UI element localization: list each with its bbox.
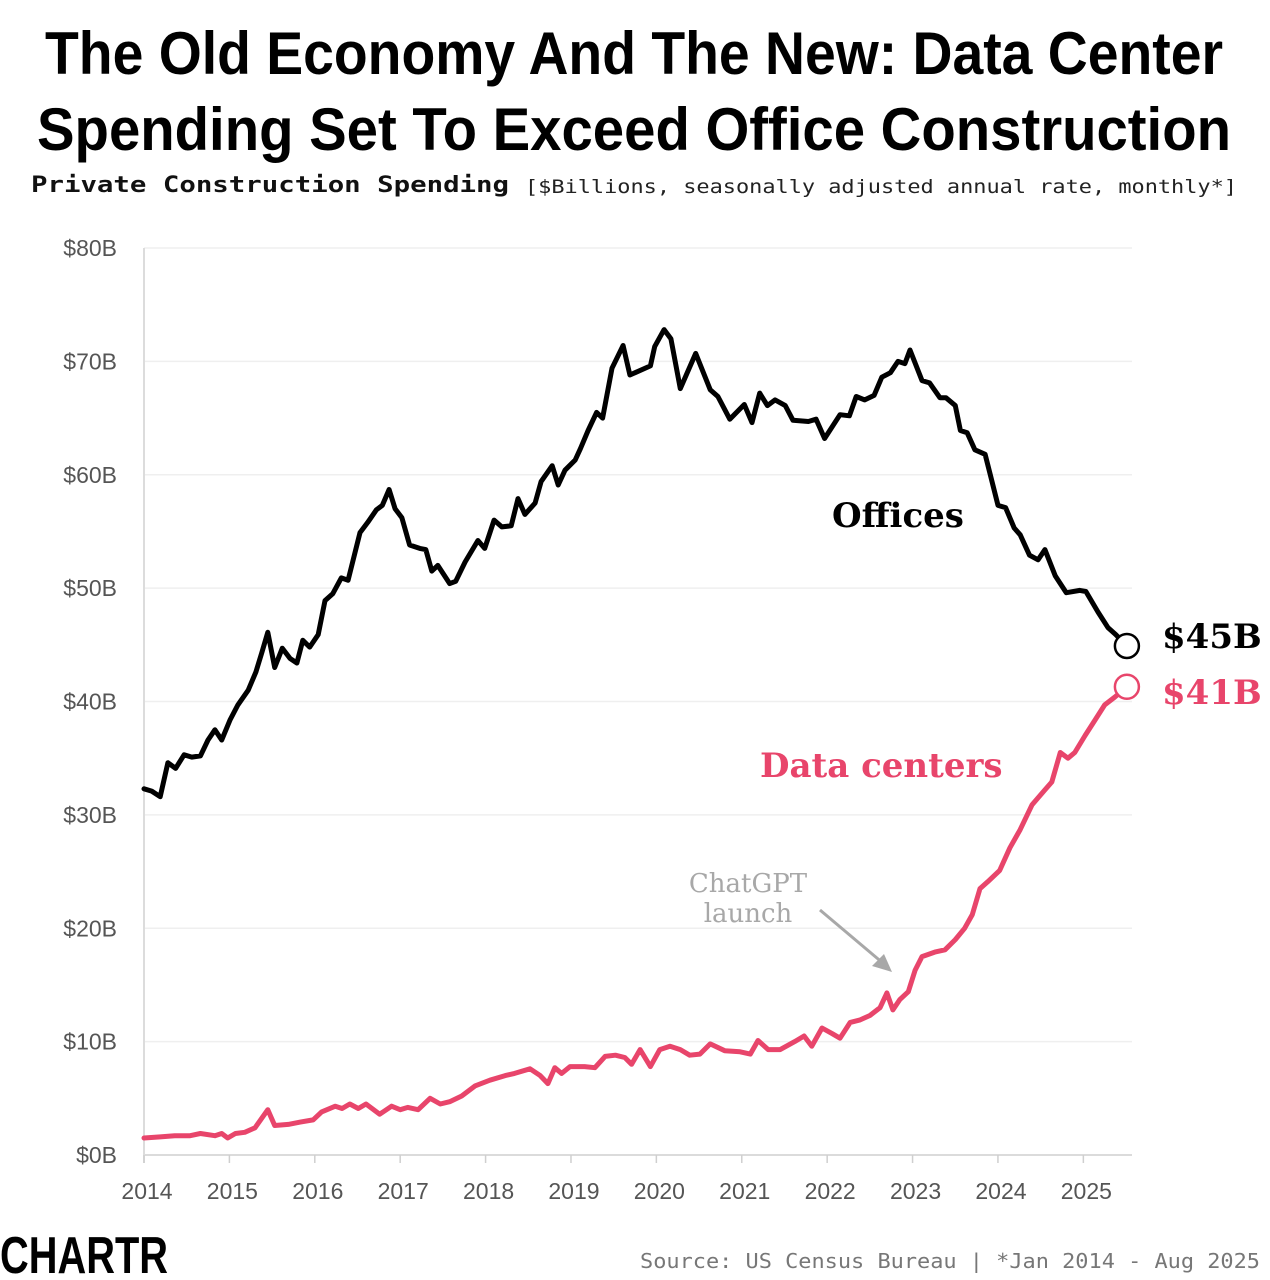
x-tick-label: 2018 — [463, 1178, 514, 1204]
source-note: Source: US Census Bureau | *Jan 2014 - A… — [640, 1249, 1260, 1273]
chart-title-line1: The Old Economy And The New: Data Center — [45, 20, 1223, 87]
chatgpt-arrow-icon — [819, 908, 892, 972]
y-tick-label: $50B — [63, 575, 117, 601]
y-axis: $0B $10B $20B $30B $40B $50B $60B $70B $80B — [63, 235, 145, 1168]
chart-subtitle: Private Construction Spending — [31, 173, 509, 198]
x-tick-label: 2023 — [890, 1178, 941, 1204]
offices-series-label: Offices — [832, 496, 964, 536]
y-tick-label: $10B — [63, 1029, 117, 1055]
y-tick-label: $0B — [76, 1142, 117, 1168]
x-tick-label: 2025 — [1061, 1178, 1112, 1204]
x-tick-label: 2014 — [121, 1178, 172, 1204]
y-tick-label: $20B — [63, 915, 117, 941]
data-centers-line — [141, 684, 1130, 1141]
x-tick-label: 2016 — [292, 1178, 343, 1204]
data-centers-end-value-label: $41B — [1162, 673, 1262, 713]
y-tick-label: $40B — [63, 689, 117, 715]
x-tick-label: 2024 — [975, 1178, 1026, 1204]
x-tick-label: 2015 — [207, 1178, 258, 1204]
x-tick-label: 2019 — [548, 1178, 599, 1204]
data-centers-series-label: Data centers — [760, 746, 1003, 786]
series-lines — [141, 327, 1141, 1141]
chart-title-line2: Spending Set To Exceed Office Constructi… — [37, 96, 1231, 163]
chatgpt-annotation-line1: ChatGPT — [689, 869, 808, 899]
chatgpt-annotation-line2: launch — [704, 899, 793, 929]
x-tick-label: 2020 — [634, 1178, 685, 1204]
offices-line — [141, 327, 1130, 800]
chartr-logo: CHARTR — [0, 1227, 168, 1280]
data-centers-end-marker — [1113, 673, 1141, 701]
y-tick-label: $80B — [63, 235, 117, 261]
offices-end-value-label: $45B — [1162, 617, 1262, 657]
gridlines — [144, 247, 1132, 1156]
y-tick-label: $70B — [63, 348, 117, 374]
offices-end-marker — [1113, 632, 1141, 660]
y-tick-label: $60B — [63, 462, 117, 488]
x-tick-label: 2017 — [378, 1178, 429, 1204]
y-tick-label: $30B — [63, 802, 117, 828]
x-tick-label: 2022 — [805, 1178, 856, 1204]
x-axis: 2014 2015 2016 2017 2018 2019 2020 2021 2022 2023… — [121, 1155, 1112, 1204]
chart-subtitle-note: [$Billions, seasonally adjusted annual r… — [525, 176, 1237, 198]
x-tick-label: 2021 — [719, 1178, 770, 1204]
